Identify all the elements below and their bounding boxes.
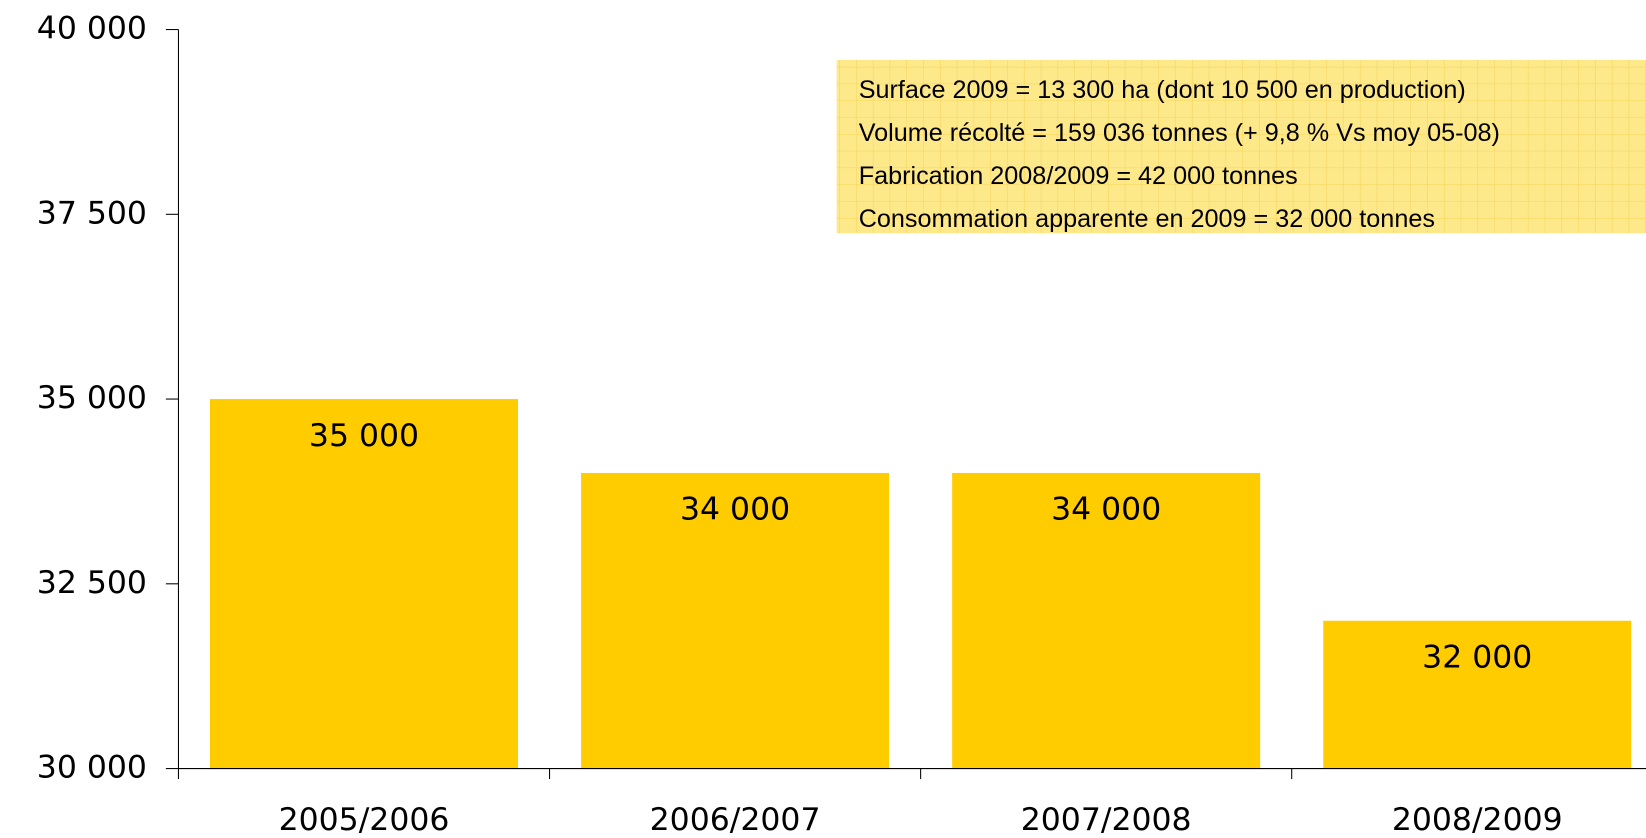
annotation-box: [836, 59, 1646, 234]
bar: [581, 472, 890, 769]
data-label: 34 000: [680, 492, 790, 528]
bar: [952, 472, 1261, 769]
y-tick-label: 32 500: [37, 565, 147, 601]
x-tick-label: 2007/2008: [1021, 802, 1192, 838]
y-tick-label: 40 000: [37, 11, 147, 47]
data-label: 35 000: [309, 418, 419, 454]
bar: [1323, 620, 1632, 769]
data-label: 34 000: [1051, 492, 1161, 528]
annotation-line: Consommation apparente en 2009 = 32 000 …: [859, 205, 1435, 233]
annotation-line: Surface 2009 = 13 300 ha (dont 10 500 en…: [859, 76, 1466, 104]
x-tick-label: 2008/2009: [1392, 802, 1563, 838]
data-label: 32 000: [1422, 640, 1532, 676]
annotation-line: Volume récolté = 159 036 tonnes (+ 9,8 %…: [859, 119, 1500, 147]
x-tick-label: 2006/2007: [650, 802, 821, 838]
x-tick-label: 2005/2006: [279, 802, 450, 838]
annotation-line: Fabrication 2008/2009 = 42 000 tonnes: [859, 162, 1298, 190]
bar: [209, 399, 518, 769]
y-tick-label: 35 000: [37, 380, 147, 416]
axes: 30 000 32 500 35 000 37 500 40 000: [37, 11, 179, 786]
annotation: Surface 2009 = 13 300 ha (dont 10 500 en…: [859, 76, 1500, 233]
y-tick-label: 30 000: [37, 750, 147, 786]
y-tick-label: 37 500: [37, 195, 147, 231]
